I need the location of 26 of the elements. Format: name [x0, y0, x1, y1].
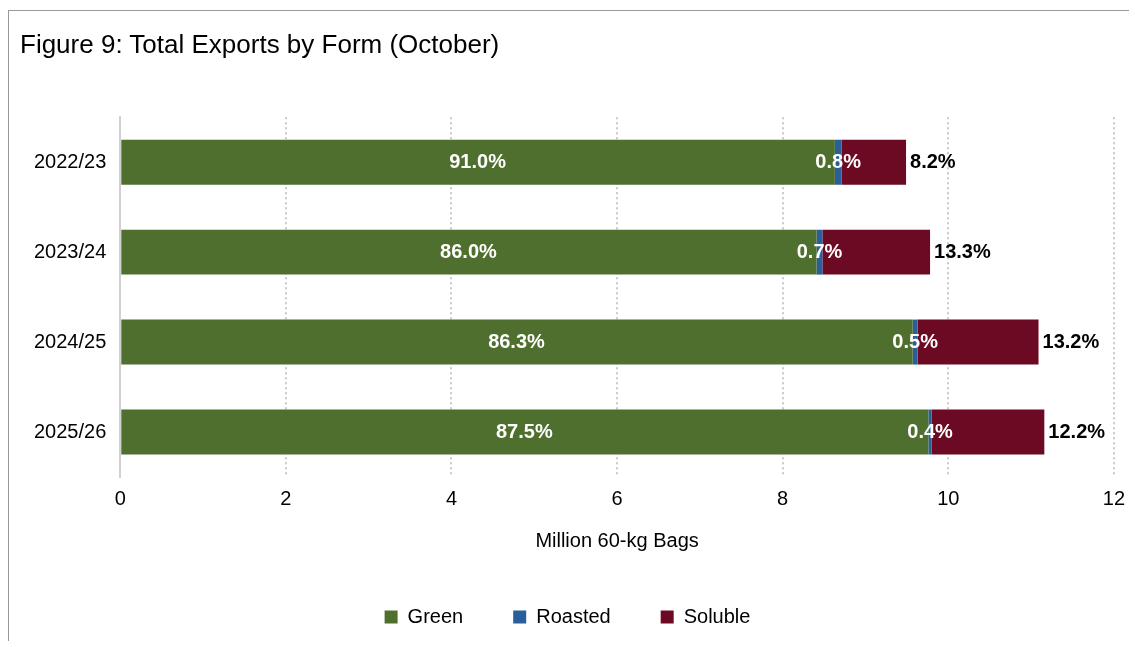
x-tick-label: 0 — [114, 486, 126, 509]
annotation: 86.0% — [440, 239, 498, 262]
x-tick-label: 12 — [1102, 486, 1125, 509]
annotation: 12.2% — [1048, 419, 1106, 442]
x-tick-label: 6 — [611, 486, 623, 509]
y-tick-label: 2023/24 — [34, 239, 107, 262]
y-tick-label: 2025/26 — [34, 419, 107, 442]
x-tick-label: 10 — [937, 486, 960, 509]
x-tick-label: 8 — [777, 486, 789, 509]
annotation: 0.8% — [815, 149, 862, 172]
annotation: 86.3% — [488, 329, 546, 352]
y-tick-label: 2022/23 — [34, 149, 107, 172]
legend-label: Soluble — [683, 604, 751, 627]
y-tick-label: 2024/25 — [34, 329, 107, 352]
x-tick-label: 2 — [280, 486, 292, 509]
annotation: 91.0% — [449, 149, 507, 172]
annotation: 13.2% — [1042, 329, 1100, 352]
legend-label: Roasted — [536, 604, 611, 627]
chart-title: Figure 9: Total Exports by Form (October) — [20, 28, 500, 59]
annotation: 8.2% — [910, 149, 956, 172]
legend-label: Green — [407, 604, 464, 627]
annotation: 13.3% — [934, 239, 991, 262]
x-tick-label: 4 — [445, 486, 458, 509]
x-axis-title: Million 60-kg Bags — [535, 528, 699, 551]
annotation: 0.7% — [796, 239, 843, 262]
annotation: 87.5% — [495, 419, 553, 442]
